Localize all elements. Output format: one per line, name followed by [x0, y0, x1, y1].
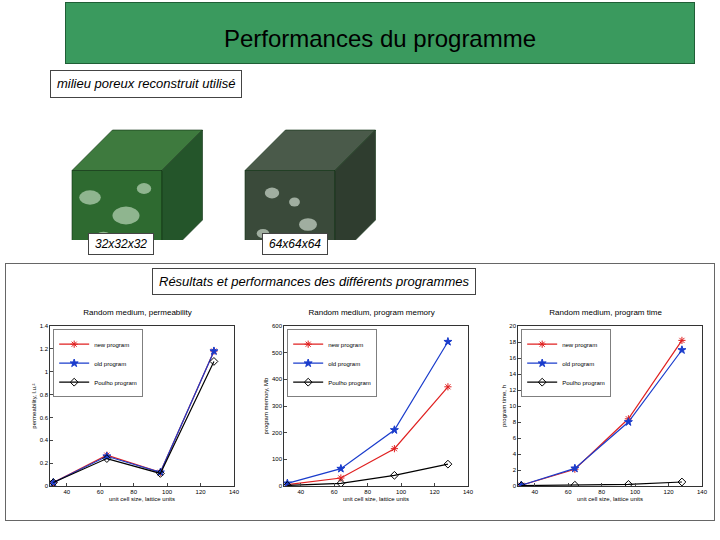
html-text:milieu poreux reconstruit util: milieu poreux reconstruit utilisé	[57, 76, 236, 91]
svg-text:Poulho program: Poulho program	[328, 380, 371, 386]
svg-text:0.8: 0.8	[40, 392, 49, 398]
html-text:64x64x64: 64x64x64	[269, 237, 321, 251]
svg-text:program time, h: program time, h	[501, 385, 507, 427]
svg-text:200: 200	[272, 430, 283, 436]
svg-text:old program: old program	[328, 361, 360, 367]
svg-text:Poulho program: Poulho program	[562, 380, 605, 386]
html-text:32x32x32: 32x32x32	[95, 237, 147, 251]
svg-text:60: 60	[97, 489, 104, 495]
svg-text:140: 140	[229, 489, 240, 495]
svg-text:40: 40	[297, 489, 304, 495]
svg-text:40: 40	[531, 489, 538, 495]
svg-text:120: 120	[664, 489, 675, 495]
svg-text:120: 120	[430, 489, 441, 495]
svg-text:100: 100	[630, 489, 641, 495]
svg-text:80: 80	[364, 489, 371, 495]
html-text:Résultats et performances des: Résultats et performances des différents…	[159, 274, 469, 289]
svg-text:140: 140	[463, 489, 474, 495]
svg-text:20: 20	[509, 323, 516, 329]
svg-text:60: 60	[331, 489, 338, 495]
svg-text:1.2: 1.2	[40, 346, 49, 352]
svg-text:unit cell size, lattice units: unit cell size, lattice units	[343, 496, 409, 502]
svg-text:old program: old program	[94, 361, 126, 367]
svg-text:program memory, Mb: program memory, Mb	[263, 377, 269, 435]
svg-text:0.4: 0.4	[40, 437, 49, 443]
svg-text:unit cell size, lattice units: unit cell size, lattice units	[109, 496, 175, 502]
svg-text:100: 100	[162, 489, 173, 495]
svg-text:300: 300	[272, 403, 283, 409]
svg-text:0: 0	[513, 483, 517, 489]
svg-text:120: 120	[196, 489, 207, 495]
svg-text:400: 400	[272, 376, 283, 382]
svg-text:2: 2	[513, 467, 517, 473]
svg-text:new program: new program	[94, 342, 129, 348]
svg-text:8: 8	[513, 419, 517, 425]
svg-text:140: 140	[697, 489, 708, 495]
svg-text:16: 16	[509, 355, 516, 361]
svg-text:500: 500	[272, 350, 283, 356]
svg-text:40: 40	[63, 489, 70, 495]
svg-text:600: 600	[272, 323, 283, 329]
svg-text:80: 80	[130, 489, 137, 495]
svg-text:6: 6	[513, 435, 517, 441]
svg-text:14: 14	[509, 371, 516, 377]
svg-text:new program: new program	[328, 342, 363, 348]
svg-text:old program: old program	[562, 361, 594, 367]
svg-text:0: 0	[45, 483, 49, 489]
svg-text:80: 80	[598, 489, 605, 495]
svg-text:0.2: 0.2	[40, 460, 49, 466]
svg-text:1: 1	[45, 369, 49, 375]
svg-text:0.6: 0.6	[40, 415, 49, 421]
svg-text:Poulho program: Poulho program	[94, 380, 137, 386]
svg-text:unit cell size, lattice units: unit cell size, lattice units	[577, 496, 643, 502]
svg-text:18: 18	[509, 339, 516, 345]
html-text:Performances du programme: Performances du programme	[223, 25, 537, 52]
svg-text:Random medium, program memory: Random medium, program memory	[308, 308, 434, 317]
svg-text:60: 60	[565, 489, 572, 495]
svg-text:Random medium, program time: Random medium, program time	[549, 308, 662, 317]
svg-text:100: 100	[396, 489, 407, 495]
svg-text:Random medium, permeability: Random medium, permeability	[83, 308, 192, 317]
svg-text:0: 0	[279, 483, 283, 489]
svg-text:12: 12	[509, 387, 516, 393]
svg-text:1.4: 1.4	[40, 323, 49, 329]
svg-text:10: 10	[509, 403, 516, 409]
svg-text:permeability, l.u.²: permeability, l.u.²	[31, 383, 37, 428]
svg-text:new program: new program	[562, 342, 597, 348]
svg-text:4: 4	[513, 451, 517, 457]
svg-text:100: 100	[272, 456, 283, 462]
